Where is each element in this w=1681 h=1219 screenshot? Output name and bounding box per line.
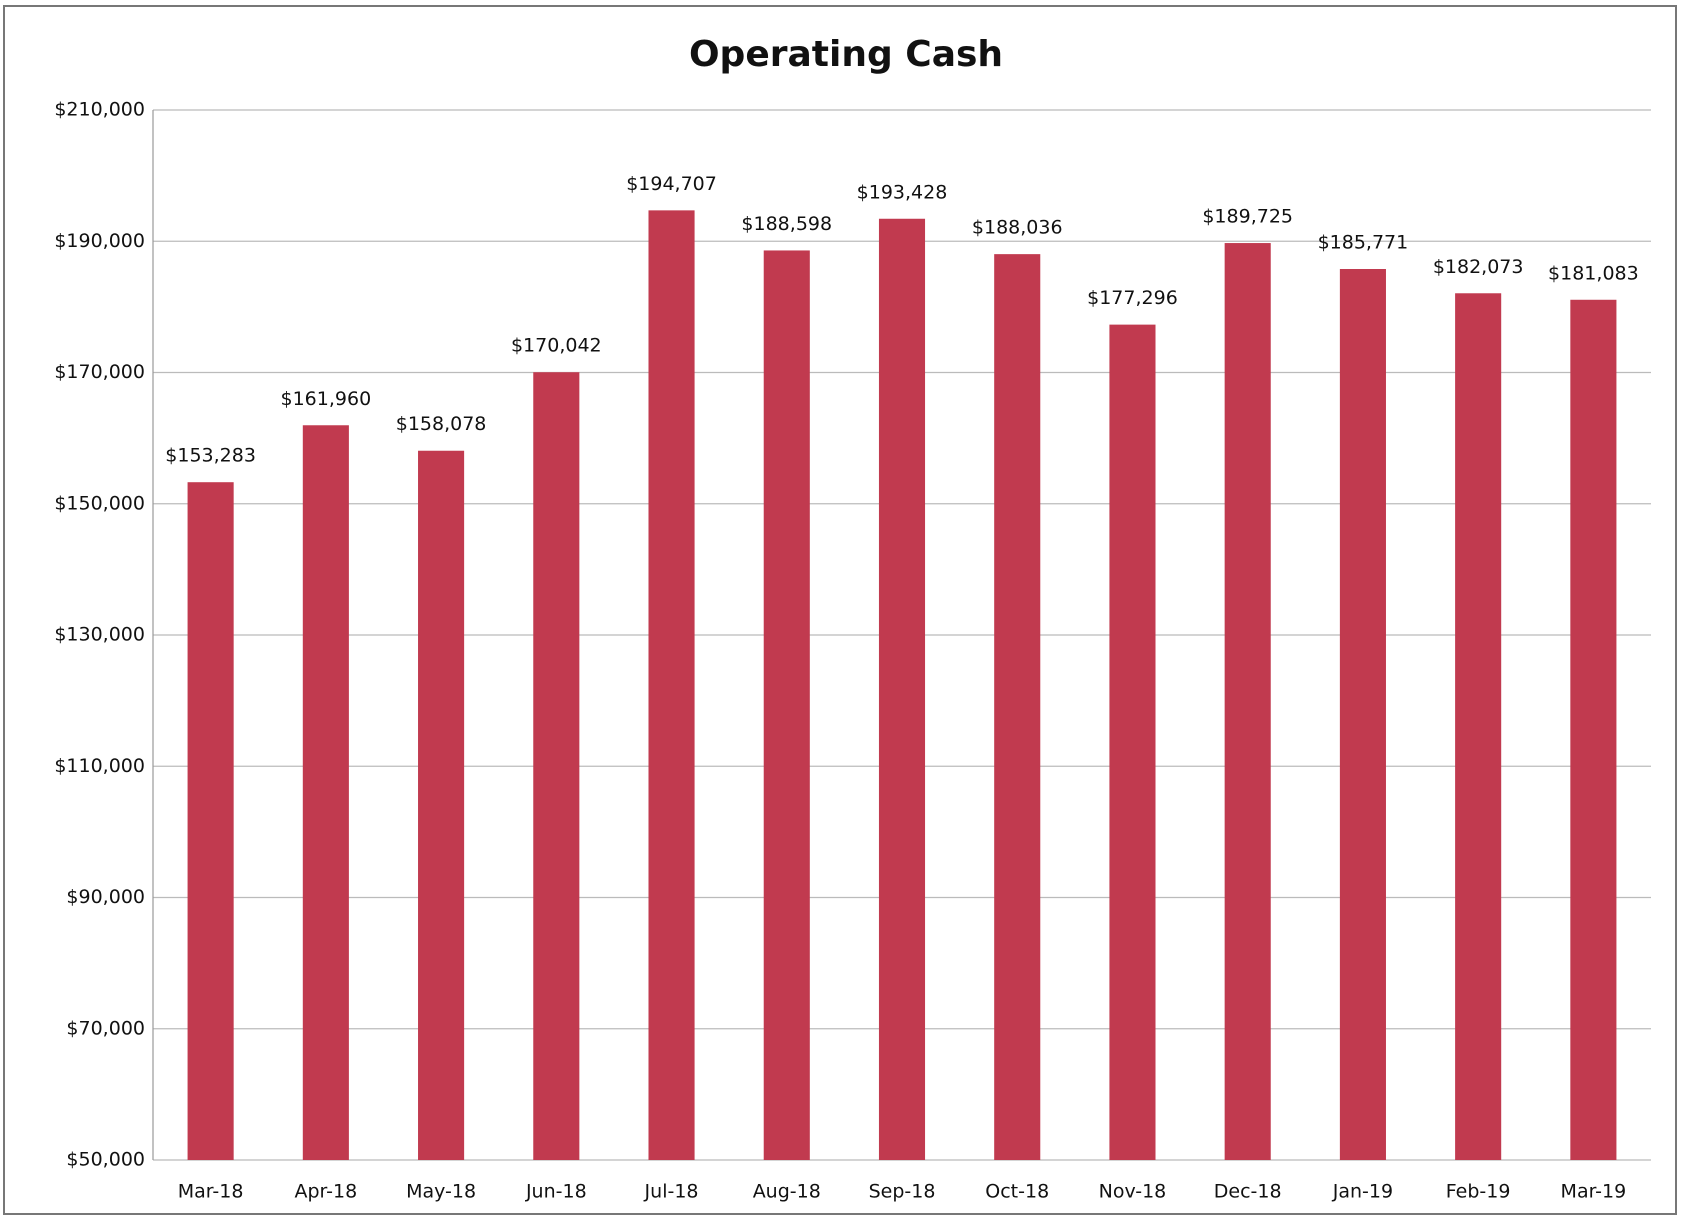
y-tick-label: $90,000	[66, 886, 145, 908]
value-label: $161,960	[281, 388, 372, 410]
y-tick-label: $150,000	[54, 492, 145, 514]
value-label: $193,428	[857, 181, 948, 203]
value-label: $188,598	[741, 213, 832, 235]
x-tick-label: Jun-18	[525, 1181, 587, 1203]
bar	[763, 250, 810, 1160]
value-label: $181,083	[1548, 262, 1639, 284]
bar	[418, 450, 465, 1160]
bar	[878, 218, 926, 1160]
y-tick-label: $130,000	[54, 624, 145, 646]
x-tick-label: Mar-19	[1561, 1181, 1627, 1203]
y-tick-label: $50,000	[66, 1149, 145, 1171]
value-label: $170,042	[511, 335, 602, 357]
bar	[302, 425, 349, 1160]
x-tick-label: Sep-18	[869, 1181, 936, 1203]
bar	[648, 210, 695, 1161]
bar	[187, 482, 234, 1160]
bar	[994, 254, 1041, 1161]
bar	[1224, 243, 1271, 1160]
x-tick-label: Jul-18	[644, 1181, 699, 1203]
x-tick-label: Jan-19	[1332, 1181, 1393, 1203]
bar	[1455, 293, 1502, 1160]
x-tick-label: Nov-18	[1099, 1181, 1167, 1203]
value-label: $194,707	[626, 173, 717, 195]
y-tick-label: $110,000	[54, 755, 145, 777]
value-label: $189,725	[1202, 206, 1293, 228]
x-tick-label: Feb-19	[1446, 1181, 1511, 1203]
value-label: $153,283	[165, 445, 256, 467]
bar	[1570, 299, 1617, 1160]
bar	[1109, 324, 1156, 1160]
value-label: $185,771	[1318, 232, 1409, 254]
x-tick-label: May-18	[406, 1181, 476, 1203]
chart-frame	[3, 5, 1677, 1215]
x-tick-label: Oct-18	[985, 1181, 1049, 1203]
bar	[533, 372, 580, 1160]
x-tick-label: Aug-18	[753, 1181, 821, 1203]
y-tick-label: $210,000	[54, 99, 145, 121]
x-tick-label: Mar-18	[178, 1181, 244, 1203]
x-tick-label: Dec-18	[1214, 1181, 1282, 1203]
bar	[1339, 269, 1386, 1160]
y-tick-label: $170,000	[54, 361, 145, 383]
value-label: $158,078	[396, 413, 487, 435]
value-label: $188,036	[972, 217, 1063, 239]
value-label: $177,296	[1087, 287, 1178, 309]
chart-title: Operating Cash	[689, 34, 1003, 75]
x-tick-label: Apr-18	[295, 1181, 358, 1203]
y-tick-label: $70,000	[66, 1017, 145, 1039]
y-tick-label: $190,000	[54, 230, 145, 252]
value-label: $182,073	[1433, 256, 1524, 278]
